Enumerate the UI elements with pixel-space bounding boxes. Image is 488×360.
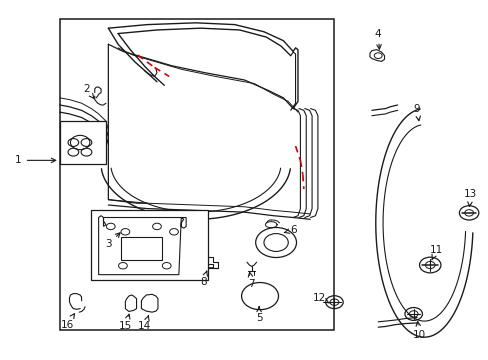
Text: 9: 9 [413, 104, 420, 121]
Bar [91, 210, 207, 280]
Text: 3: 3 [105, 233, 120, 249]
Text: 2: 2 [83, 84, 94, 99]
Bar [60, 19, 334, 330]
Text: 4: 4 [374, 28, 381, 49]
Text: 14: 14 [138, 316, 151, 332]
Text: 10: 10 [412, 321, 425, 341]
Text: 1: 1 [15, 156, 56, 165]
Bar [120, 237, 162, 260]
Text: 12: 12 [313, 293, 328, 303]
Text: 7: 7 [248, 272, 255, 289]
Text: 13: 13 [463, 189, 476, 206]
Text: 11: 11 [429, 245, 442, 260]
Text: 16: 16 [61, 314, 74, 330]
Text: 5: 5 [255, 307, 262, 323]
Text: 15: 15 [119, 314, 132, 332]
Text: 8: 8 [200, 271, 207, 287]
Text: 6: 6 [284, 225, 296, 235]
Bar [60, 121, 106, 164]
